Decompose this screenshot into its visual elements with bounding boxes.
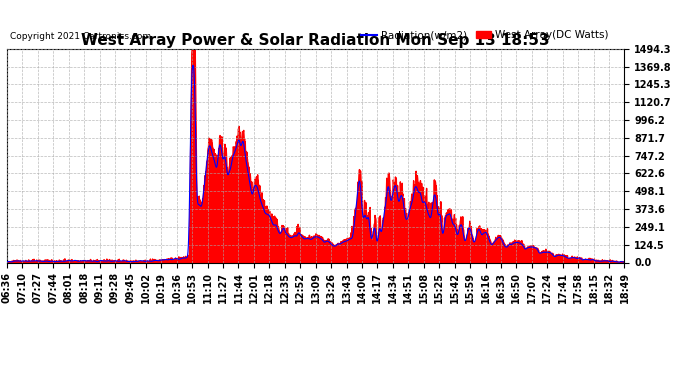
Text: Copyright 2021 Cartronics.com: Copyright 2021 Cartronics.com: [10, 32, 152, 41]
Legend: Radiation(w/m2), West Array(DC Watts): Radiation(w/m2), West Array(DC Watts): [357, 26, 613, 45]
Title: West Array Power & Solar Radiation Mon Sep 13 18:53: West Array Power & Solar Radiation Mon S…: [81, 33, 550, 48]
